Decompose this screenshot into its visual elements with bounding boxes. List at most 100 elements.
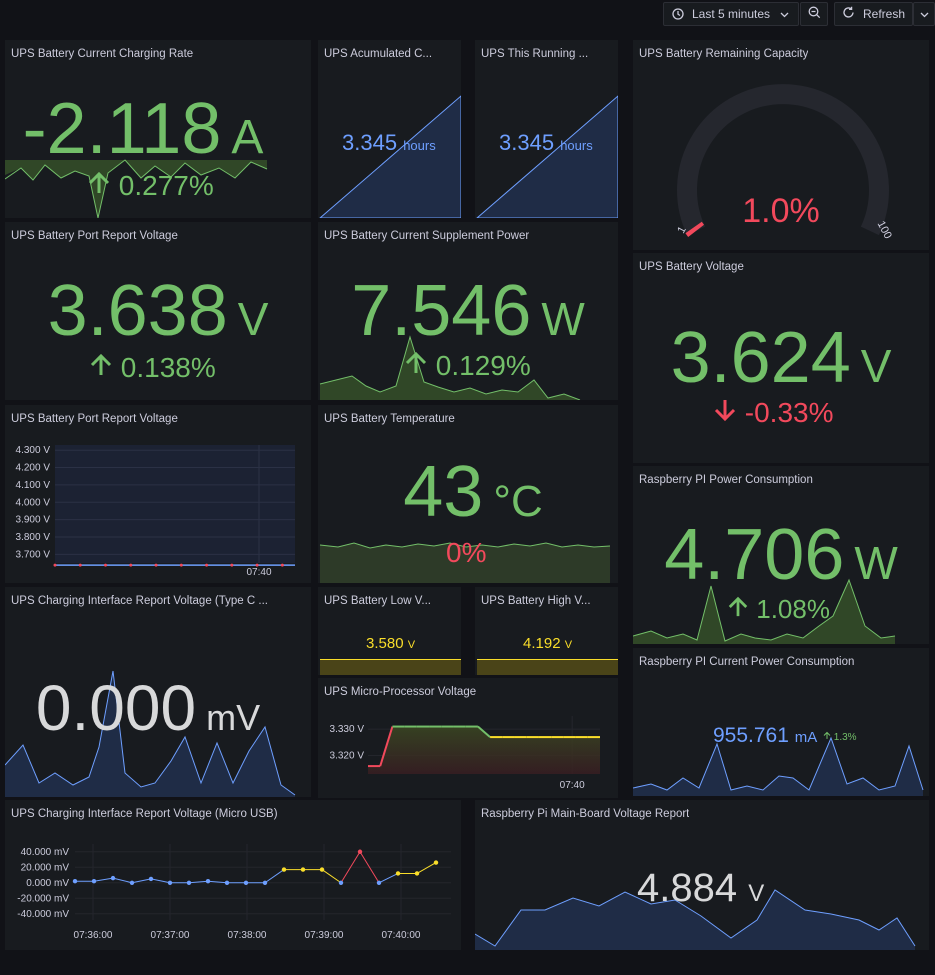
data-point [338,880,344,885]
panel-charging-rate: UPS Battery Current Charging Rate -2.118… [5,40,311,218]
series-segment [359,851,380,884]
y-tick-label: 3.800 V [16,532,51,543]
stat-change: 1.3% [823,731,857,743]
series-segment [112,877,133,884]
arrow-down-icon [713,397,737,428]
time-range-picker[interactable]: Last 5 minutes [663,2,799,26]
stat-value: 955.761 mA [713,724,817,748]
stat-unit: hours [560,138,593,153]
sparkline [319,95,461,218]
panel-supplement-power: UPS Battery Current Supplement Power 7.5… [318,222,618,400]
data-point [72,879,78,884]
panel-title: UPS Battery Port Report Voltage [11,230,178,242]
series-segment [340,851,361,884]
x-tick-label: 07:40:00 [382,930,421,941]
y-tick-label: 40.000 mV [21,847,70,858]
data-point [262,880,268,885]
stat-value: 3.580 V [366,635,415,652]
stat-change: 0% [446,537,487,568]
stat-unit: A [231,111,264,164]
series-segment [378,873,399,884]
stat-change-value: 0.138% [120,352,216,383]
panel-pi-current: Raspberry PI Current Power Consumption 9… [633,648,929,796]
panel-high-voltage: UPS Battery High V... 4.192 V [475,587,618,675]
series-segment [207,880,228,884]
stat-unit: mV [206,697,261,738]
stat-value: 0.000 mV [5,671,311,745]
data-point [230,563,234,567]
refresh-button[interactable]: Refresh [834,2,913,26]
stat-unit: V [860,340,892,392]
stat-number: 3.345 [499,130,555,155]
y-tick-label: 3.700 V [16,549,51,560]
stat-value: 3.345 hours [342,130,436,156]
data-point [319,867,325,872]
data-point [110,875,116,881]
chevron-down-icon [780,7,789,21]
stat-number: 955.761 [713,724,789,747]
data-point [357,849,363,854]
stat-unit: mA [794,729,818,746]
data-point [53,563,57,567]
stat-change-value: 1.08% [756,594,830,624]
y-tick-label: 3.900 V [16,515,51,526]
sparkline [5,670,296,797]
arrow-up-icon [823,731,831,743]
panel-running-time: UPS This Running ... 3.345 hours [475,40,618,218]
stat-value: -2.118 A [5,88,311,170]
y-tick-label: 4.300 V [16,445,51,456]
data-point [280,563,284,567]
data-point [167,880,173,885]
stat-number: 43 [403,452,484,532]
series-segment [264,869,285,884]
panel-remaining-capacity: UPS Battery Remaining Capacity 1 100 1.0… [633,40,929,250]
refresh-icon [842,6,855,22]
data-point [243,880,249,885]
data-point [148,876,154,882]
stat-value: 4.192 V [523,635,572,652]
stat-change: 0.277% [87,170,214,202]
y-tick-label: 20.000 mV [21,862,70,873]
data-point [281,867,287,872]
plot-area [55,445,295,563]
sparkline-fill [320,659,461,675]
timeseries-chart: 40.000 mV 20.000 mV 0.000 mV -20.000 mV -40.… [17,844,451,941]
panel-mcu-voltage: UPS Micro-Processor Voltage 3.330 V 3.320… [318,678,618,798]
data-point [186,880,192,885]
stat-change-value: -0.33% [744,397,834,428]
data-point [78,563,82,567]
x-tick-label: 07:40 [246,567,271,578]
stat-change: 1.08% [727,594,830,625]
data-point [395,871,401,876]
y-tick-label: 3.320 V [330,751,365,762]
gauge [677,84,889,237]
data-point [179,563,183,567]
x-tick-label: 07:36:00 [74,930,113,941]
series-segment [188,880,209,884]
sparkline [476,95,618,218]
clock-icon [672,8,684,20]
stat-number: -2.118 [22,89,222,169]
stat-unit: hours [403,138,436,153]
arrow-up-icon [87,170,111,201]
panel-pi-power: Raspberry PI Power Consumption 4.706 W 1.… [633,466,929,644]
y-tick-label: 0.000 mV [26,878,69,889]
series-segment [131,878,152,884]
x-tick-label: 07:40 [560,780,585,791]
data-point [414,871,420,876]
data-point [224,880,230,885]
sparkline-fill [477,659,618,675]
data-point [205,879,211,884]
stat-number: 4.706 [664,515,845,595]
stat-unit: V [748,880,765,907]
panel-title: UPS Battery Voltage [639,261,744,273]
refresh-interval-dropdown[interactable] [913,2,935,26]
y-tick-label: 4.200 V [16,463,51,474]
chevron-down-icon [920,7,929,21]
zoom-out-button[interactable] [800,2,828,26]
data-point [433,860,439,865]
stat-value: 7.546 W [318,270,618,352]
series-segment [379,726,394,767]
arrow-up-icon [727,594,749,624]
series-segment [416,862,437,874]
